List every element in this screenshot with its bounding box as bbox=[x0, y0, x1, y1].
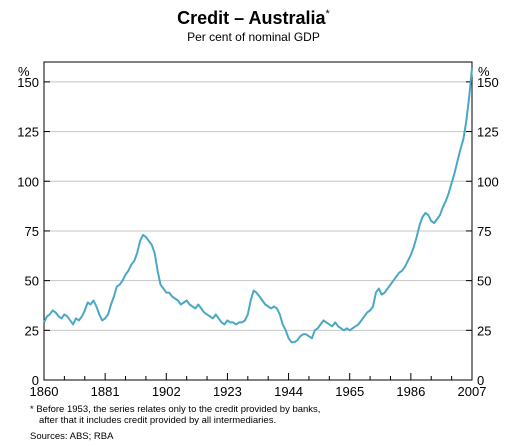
ytick-label-left: 50 bbox=[25, 274, 39, 289]
ytick-label-left: 0 bbox=[32, 373, 39, 388]
ytick-label-left: 125 bbox=[17, 125, 39, 140]
xtick-label: 1881 bbox=[91, 384, 120, 399]
xtick-label: 1944 bbox=[274, 384, 303, 399]
ytick-label-right: 25 bbox=[477, 323, 491, 338]
xtick-label: 1986 bbox=[396, 384, 425, 399]
footnote-line-2: after that it includes credit provided b… bbox=[39, 415, 277, 426]
xtick-label: 1923 bbox=[213, 384, 242, 399]
y-unit-left: % bbox=[18, 64, 30, 79]
title-footnote-marker: * bbox=[325, 8, 330, 20]
ytick-label-left: 100 bbox=[17, 174, 39, 189]
ytick-label-left: 25 bbox=[25, 323, 39, 338]
chart-footnote: * Before 1953, the series relates only t… bbox=[30, 404, 320, 426]
chart-subtitle: Per cent of nominal GDP bbox=[187, 30, 320, 44]
chart-title: Credit – Australia* bbox=[177, 8, 330, 28]
ytick-label-right: 0 bbox=[477, 373, 484, 388]
xtick-label: 1965 bbox=[335, 384, 364, 399]
ytick-label-right: 125 bbox=[477, 125, 499, 140]
plot-frame bbox=[43, 61, 473, 381]
ytick-label-left: 150 bbox=[17, 75, 39, 90]
ytick-label-right: 150 bbox=[477, 75, 499, 90]
y-unit-right: % bbox=[478, 64, 490, 79]
xtick-label: 2007 bbox=[458, 384, 487, 399]
credit-series-line bbox=[43, 67, 473, 344]
chart-source: Sources: ABS; RBA bbox=[30, 431, 114, 442]
ytick-label-right: 100 bbox=[477, 174, 499, 189]
footnote-line-1: * Before 1953, the series relates only t… bbox=[30, 404, 321, 415]
ytick-label-right: 50 bbox=[477, 274, 491, 289]
ytick-label-right: 75 bbox=[477, 224, 491, 239]
ytick-label-left: 75 bbox=[25, 224, 39, 239]
xtick-label: 1860 bbox=[30, 384, 59, 399]
xtick-label: 1902 bbox=[152, 384, 181, 399]
